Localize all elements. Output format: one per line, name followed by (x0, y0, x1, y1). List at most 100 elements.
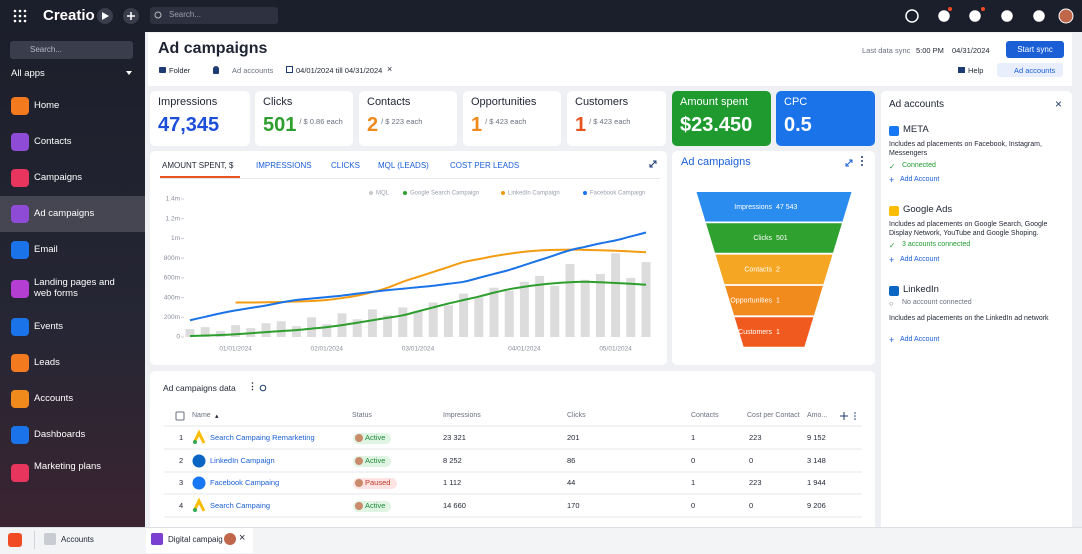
sync-label: Last data sync (862, 46, 911, 55)
kpi-card: Impressions 47,345 (150, 91, 250, 146)
campaign-link[interactable]: Search Campaing (210, 501, 271, 510)
kpi-label: Clicks (263, 96, 293, 108)
add-icon[interactable]: + (889, 255, 895, 265)
ad-accounts-link[interactable]: Ad accounts (1014, 66, 1056, 75)
clear-date[interactable]: × (387, 64, 393, 74)
funnel-value: 501 (776, 235, 788, 242)
nav-icon (11, 97, 29, 115)
provider-name: LinkedIn (903, 284, 939, 295)
kpi-detail: / $ 423 each (589, 117, 631, 126)
close-panel[interactable]: × (1055, 97, 1063, 111)
kpi-label: Impressions (158, 96, 218, 108)
apps-icon (23, 9, 27, 13)
nav-icon (11, 280, 29, 298)
cell: 223 (749, 478, 762, 487)
column-header[interactable]: Amo... (807, 412, 828, 419)
chart-tab[interactable]: COST PER LEADS (450, 161, 520, 170)
nav-item[interactable]: Contacts (34, 136, 72, 147)
add-account[interactable]: Add Account (900, 176, 940, 183)
cell: 23 321 (443, 433, 466, 442)
nav-item[interactable]: Leads (34, 357, 60, 368)
column-header[interactable]: Impressions (443, 412, 481, 419)
nav-item[interactable]: Events (34, 321, 64, 332)
home-tab-icon (8, 533, 22, 547)
provider-icon (889, 126, 899, 136)
apps-icon (13, 19, 17, 23)
nav-item[interactable]: Email (34, 244, 58, 255)
search-placeholder[interactable]: Search... (169, 10, 202, 19)
nav-item[interactable]: Home (34, 100, 60, 111)
cell: 0 (691, 456, 696, 465)
close-tab[interactable]: × (239, 532, 246, 544)
campaign-link[interactable]: LinkedIn Campaign (210, 456, 275, 465)
add-icon[interactable]: + (889, 175, 895, 185)
provider-status: 3 accounts connected (902, 241, 971, 248)
add-icon[interactable]: + (889, 335, 895, 345)
chart-tab[interactable]: MQL (LEADS) (378, 161, 429, 170)
nav-item[interactable]: Landing pages and web forms (34, 277, 115, 299)
bar (504, 290, 514, 337)
sidebar-search-text[interactable]: Search... (30, 45, 63, 54)
add-icon (127, 12, 135, 20)
toolbar-icon (938, 10, 950, 22)
toolbar-icon (905, 9, 919, 23)
legend-label: MQL (376, 191, 390, 197)
date-range[interactable]: 04/01/2024 till 04/31/2024 (296, 66, 383, 75)
bar (291, 326, 301, 337)
folder-icon (159, 67, 166, 73)
bar (428, 302, 438, 337)
add-account[interactable]: Add Account (900, 256, 940, 263)
column-header[interactable]: Status (352, 412, 372, 419)
nav-icon (11, 241, 29, 259)
ad-accounts-filter[interactable]: Ad accounts (232, 66, 274, 75)
funnel-stage (696, 192, 852, 222)
column-header[interactable]: Name (192, 412, 211, 419)
nav-item[interactable]: Campaigns (34, 172, 83, 183)
all-apps[interactable]: All apps (11, 68, 45, 79)
apps-icon (13, 9, 17, 13)
bar (535, 275, 545, 337)
kpi-detail: / $ 423 each (485, 117, 527, 126)
calendar-icon (286, 66, 293, 73)
nav-item[interactable]: Ad campaigns (34, 208, 95, 219)
sync-button[interactable]: Start sync (1006, 41, 1064, 58)
kpi-card: CPC 0.5 (776, 91, 875, 146)
column-header[interactable]: Contacts (691, 412, 719, 419)
provider-description: Includes ad placements on Google Search,… (889, 221, 1048, 237)
nav-item[interactable]: Marketing plans (34, 461, 102, 472)
chart-tab[interactable]: IMPRESSIONS (256, 161, 312, 170)
cell: 9 152 (807, 433, 826, 442)
bar (322, 324, 332, 337)
top-icons (13, 7, 1074, 24)
apps-icon (23, 19, 27, 23)
status-icon: ✓ (889, 241, 896, 250)
help-link[interactable]: Help (968, 66, 984, 75)
column-header[interactable]: Cost per Contact (747, 412, 800, 419)
search-icon (259, 384, 267, 392)
table-menu[interactable]: ⋮ (248, 381, 257, 391)
column-header[interactable]: Clicks (567, 412, 586, 419)
menu-dot (861, 164, 863, 166)
kpi-detail: / $ 223 each (381, 117, 423, 126)
cell: 86 (567, 456, 576, 465)
kpi-label: Contacts (367, 96, 411, 108)
campaign-link[interactable]: Search Campaing Remarketing (210, 433, 315, 442)
nav-icon (11, 205, 29, 223)
add-account[interactable]: Add Account (900, 336, 940, 343)
accounts-title: Ad accounts (889, 99, 945, 110)
campaign-link[interactable]: Facebook Campaing (210, 478, 280, 487)
nav-item[interactable]: Dashboards (34, 429, 86, 440)
chart-tab[interactable]: AMOUNT SPENT, $ (162, 161, 234, 170)
legend-marker (369, 191, 373, 195)
chart-tab[interactable]: CLICKS (331, 161, 360, 170)
status-pill (353, 433, 391, 444)
taskbar-tab[interactable]: Digital campaig (168, 535, 223, 544)
provider-description: Includes ad placements on the LinkedIn a… (889, 315, 1049, 322)
taskbar-tab[interactable]: Accounts (61, 535, 94, 544)
folder-filter[interactable]: Folder (169, 66, 191, 75)
bar (565, 264, 575, 337)
header-panel (148, 33, 1072, 86)
nav-item[interactable]: Accounts (34, 393, 74, 404)
search-icon (154, 11, 162, 19)
provider-status: No account connected (902, 299, 972, 306)
